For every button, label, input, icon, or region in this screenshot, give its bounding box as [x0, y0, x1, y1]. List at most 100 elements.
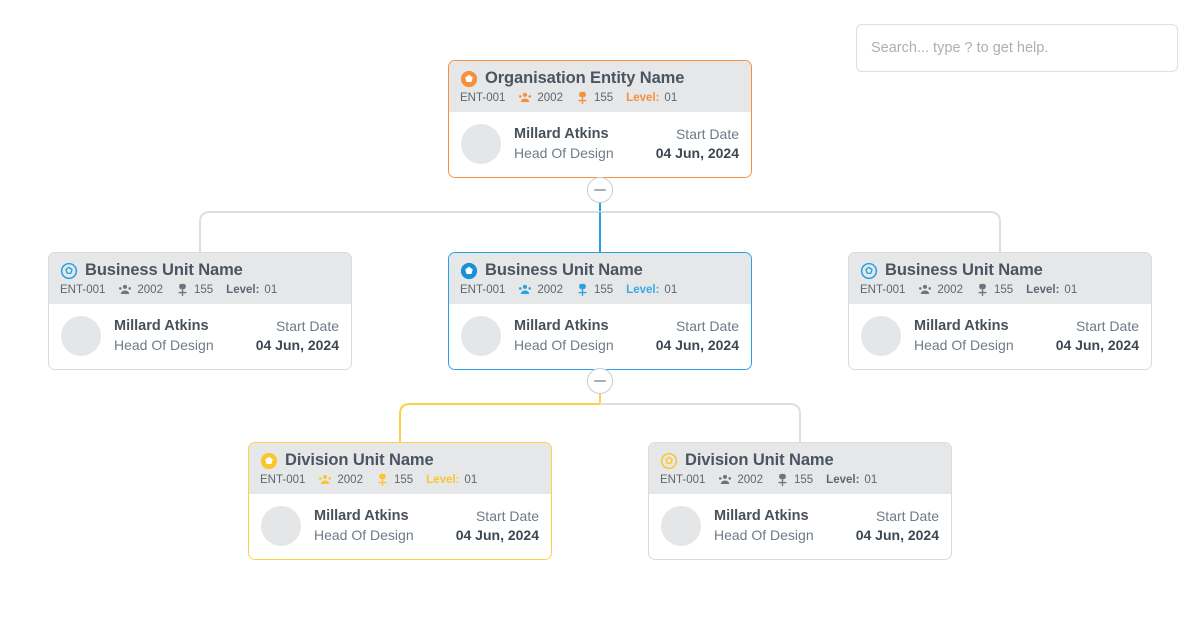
level-label: Level:: [626, 284, 660, 296]
card-header: Business Unit Name ENT-001 2002: [849, 253, 1151, 304]
person-name: Millard Atkins: [314, 507, 409, 524]
start-date-value: 04 Jun, 2024: [255, 337, 339, 353]
person-role: Head Of Design: [114, 337, 214, 354]
start-date-value: 04 Jun, 2024: [1055, 337, 1139, 353]
pentagon-home-badge-icon: [860, 262, 878, 280]
search-input[interactable]: [856, 24, 1178, 72]
person-avatar-icon: [461, 316, 501, 356]
level-value: 01: [664, 284, 678, 296]
start-date-label: Start Date: [475, 508, 539, 525]
headcount-value: 2002: [537, 284, 563, 296]
headcount-value: 2002: [337, 474, 363, 486]
unit-title: Business Unit Name: [485, 261, 643, 279]
headcount-value: 2002: [937, 284, 963, 296]
person-name: Millard Atkins: [114, 317, 209, 334]
unit-code: ENT-001: [460, 92, 506, 104]
seats-value: 155: [393, 474, 414, 486]
person-role: Head Of Design: [514, 145, 614, 162]
level-value: 01: [864, 474, 878, 486]
person-name: Millard Atkins: [714, 507, 809, 524]
pentagon-home-badge-icon: [60, 262, 78, 280]
office-chair-icon: [576, 283, 589, 297]
office-chair-icon: [976, 283, 989, 297]
headcount-meta: 2002: [118, 283, 163, 297]
card-header: Division Unit Name ENT-001 2002: [249, 443, 551, 494]
unit-title: Division Unit Name: [285, 451, 434, 469]
office-chair-icon: [376, 473, 389, 487]
wire-branch-div-left: [399, 403, 600, 442]
pentagon-home-badge-icon: [460, 262, 478, 280]
card-header: Business Unit Name ENT-001 2002: [449, 253, 751, 304]
card-body: Millard Atkins Head Of Design Start Date…: [449, 112, 751, 177]
level-label: Level:: [626, 92, 660, 104]
wire-branch-div-right: [600, 403, 801, 442]
people-group-icon: [518, 283, 532, 297]
headcount-meta: 2002: [718, 473, 763, 487]
level-value: 01: [664, 92, 678, 104]
org-node-card-root[interactable]: Organisation Entity Name ENT-001 2002: [448, 60, 752, 178]
seats-meta: 155: [376, 473, 413, 487]
level-label: Level:: [426, 474, 460, 486]
office-chair-icon: [176, 283, 189, 297]
card-body: Millard Atkins Head Of Design Start Date…: [849, 304, 1151, 369]
seats-value: 155: [193, 284, 214, 296]
start-date-label: Start Date: [675, 126, 739, 143]
seats-meta: 155: [576, 91, 613, 105]
person-role: Head Of Design: [314, 527, 414, 544]
seats-meta: 155: [776, 473, 813, 487]
start-date-value: 04 Jun, 2024: [455, 527, 539, 543]
level-value: 01: [1064, 284, 1078, 296]
headcount-meta: 2002: [518, 283, 563, 297]
card-body: Millard Atkins Head Of Design Start Date…: [249, 494, 551, 559]
people-group-icon: [318, 473, 332, 487]
office-chair-icon: [576, 91, 589, 105]
card-body: Millard Atkins Head Of Design Start Date…: [49, 304, 351, 369]
start-date-label: Start Date: [875, 508, 939, 525]
pentagon-home-badge-icon: [260, 452, 278, 470]
headcount-value: 2002: [537, 92, 563, 104]
org-node-card-bu-right[interactable]: Business Unit Name ENT-001 2002: [848, 252, 1152, 370]
person-avatar-icon: [461, 124, 501, 164]
start-date-value: 04 Jun, 2024: [655, 337, 739, 353]
seats-meta: 155: [976, 283, 1013, 297]
unit-title: Division Unit Name: [685, 451, 834, 469]
headcount-value: 2002: [737, 474, 763, 486]
collapse-minus-icon-root[interactable]: [587, 177, 613, 203]
person-role: Head Of Design: [914, 337, 1014, 354]
seats-value: 155: [793, 474, 814, 486]
collapse-minus-icon-bu-center[interactable]: [587, 368, 613, 394]
people-group-icon: [518, 91, 532, 105]
person-name: Millard Atkins: [914, 317, 1009, 334]
people-group-icon: [718, 473, 732, 487]
unit-title: Business Unit Name: [85, 261, 243, 279]
office-chair-icon: [776, 473, 789, 487]
card-header: Division Unit Name ENT-001 2002: [649, 443, 951, 494]
seats-value: 155: [593, 92, 614, 104]
level-label: Level:: [226, 284, 260, 296]
org-node-card-bu-left[interactable]: Business Unit Name ENT-001 2002: [48, 252, 352, 370]
start-date-value: 04 Jun, 2024: [855, 527, 939, 543]
org-node-card-div-right[interactable]: Division Unit Name ENT-001 2002: [648, 442, 952, 560]
card-body: Millard Atkins Head Of Design Start Date…: [649, 494, 951, 559]
seats-value: 155: [993, 284, 1014, 296]
seats-meta: 155: [176, 283, 213, 297]
unit-title: Business Unit Name: [885, 261, 1043, 279]
people-group-icon: [118, 283, 132, 297]
person-avatar-icon: [861, 316, 901, 356]
org-node-card-div-left[interactable]: Division Unit Name ENT-001 2002: [248, 442, 552, 560]
start-date-label: Start Date: [675, 318, 739, 335]
headcount-meta: 2002: [318, 473, 363, 487]
start-date-label: Start Date: [1075, 318, 1139, 335]
person-name: Millard Atkins: [514, 125, 609, 142]
unit-title: Organisation Entity Name: [485, 69, 685, 87]
person-name: Millard Atkins: [514, 317, 609, 334]
unit-code: ENT-001: [860, 284, 906, 296]
org-node-card-bu-center[interactable]: Business Unit Name ENT-001 2002: [448, 252, 752, 370]
level-label: Level:: [826, 474, 860, 486]
person-avatar-icon: [661, 506, 701, 546]
seats-meta: 155: [576, 283, 613, 297]
pentagon-home-badge-icon: [660, 452, 678, 470]
level-label: Level:: [1026, 284, 1060, 296]
